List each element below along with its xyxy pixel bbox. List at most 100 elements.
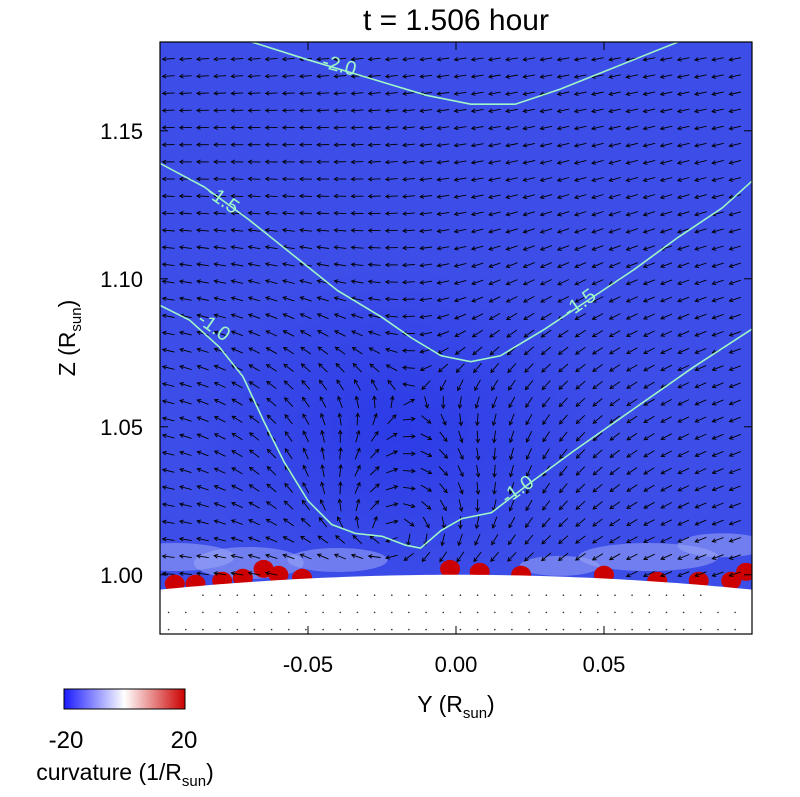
- velocity-arrow: [677, 296, 690, 302]
- surface-dot: [270, 594, 273, 596]
- velocity-arrow: [162, 263, 175, 267]
- velocity-arrow: [559, 500, 568, 510]
- velocity-arrow: [265, 178, 278, 180]
- velocity-arrow: [231, 178, 244, 180]
- velocity-arrowhead: [487, 74, 493, 79]
- velocity-arrow: [179, 195, 192, 197]
- velocity-arrowhead: [573, 160, 579, 165]
- velocity-arrow: [729, 554, 741, 560]
- velocity-arrowhead: [264, 193, 270, 199]
- velocity-arrowhead: [230, 176, 236, 182]
- velocity-arrowhead: [540, 350, 546, 356]
- velocity-arrow: [214, 502, 226, 508]
- velocity-arrowhead: [264, 125, 270, 130]
- velocity-arrow: [437, 280, 450, 284]
- velocity-arrow: [456, 363, 465, 373]
- velocity-arrowhead: [196, 313, 202, 318]
- velocity-arrowhead: [161, 485, 167, 490]
- velocity-arrow: [575, 483, 586, 493]
- velocity-arrowhead: [660, 367, 666, 372]
- velocity-arrowhead: [590, 125, 596, 131]
- velocity-arrow: [179, 92, 192, 94]
- velocity-arrow: [300, 346, 312, 355]
- velocity-arrow: [351, 330, 364, 337]
- velocity-arrow: [214, 263, 227, 267]
- velocity-arrow: [265, 296, 278, 302]
- velocity-arrow: [660, 159, 673, 164]
- velocity-arrow: [609, 313, 621, 320]
- velocity-arrow: [643, 501, 655, 509]
- velocity-arrowhead: [161, 228, 167, 233]
- velocity-arrow: [179, 263, 192, 267]
- surface-dot: [562, 628, 565, 631]
- velocity-arrow: [729, 74, 742, 78]
- surface-dot: [494, 611, 496, 614]
- velocity-arrow: [249, 432, 260, 441]
- velocity-arrow: [317, 346, 329, 355]
- velocity-arrow: [214, 314, 227, 319]
- velocity-arrowhead: [591, 556, 597, 561]
- velocity-arrow: [248, 263, 261, 267]
- velocity-arrow: [196, 75, 209, 77]
- velocity-arrow: [542, 431, 550, 442]
- velocity-arrowhead: [410, 503, 416, 509]
- velocity-arrowhead: [487, 194, 493, 200]
- velocity-arrowhead: [711, 555, 717, 560]
- velocity-arrowhead: [711, 177, 717, 182]
- surface-dot: [288, 611, 290, 614]
- velocity-arrowhead: [334, 346, 340, 351]
- velocity-arrow: [354, 379, 361, 391]
- velocity-arrow: [214, 433, 226, 440]
- velocity-arrowhead: [541, 385, 547, 391]
- velocity-arrowhead: [333, 279, 339, 284]
- velocity-arrow: [385, 92, 398, 95]
- velocity-arrowhead: [213, 56, 218, 62]
- velocity-arrow: [643, 364, 655, 372]
- velocity-arrowhead: [436, 159, 442, 165]
- velocity-arrow: [420, 57, 433, 61]
- velocity-arrowhead: [711, 229, 717, 234]
- velocity-arrow: [609, 466, 620, 475]
- velocity-arrow: [475, 516, 480, 529]
- surface-dot: [356, 594, 359, 596]
- velocity-arrowhead: [231, 484, 236, 489]
- velocity-arrow: [643, 347, 655, 354]
- velocity-arrow: [439, 551, 448, 562]
- velocity-arrow: [489, 329, 500, 338]
- velocity-arrow: [439, 499, 447, 511]
- velocity-arrowhead: [694, 555, 700, 560]
- colorbar: [63, 688, 186, 710]
- velocity-arrow: [385, 74, 398, 78]
- velocity-arrow: [421, 380, 431, 390]
- velocity-arrow: [712, 313, 724, 319]
- velocity-arrowhead: [230, 108, 236, 113]
- velocity-arrow: [557, 125, 570, 130]
- velocity-arrowhead: [660, 401, 666, 406]
- velocity-arrow: [231, 75, 244, 77]
- velocity-arrow: [471, 245, 484, 250]
- velocity-arrow: [593, 449, 603, 459]
- curvature-blob: [721, 571, 742, 590]
- velocity-arrowhead: [677, 487, 683, 492]
- velocity-arrowhead: [316, 262, 322, 267]
- velocity-arrow: [403, 383, 415, 387]
- velocity-arrowhead: [402, 159, 407, 165]
- velocity-arrowhead: [247, 108, 253, 113]
- velocity-arrow: [300, 554, 312, 560]
- velocity-arrow: [283, 518, 294, 527]
- velocity-arrowhead: [592, 453, 598, 459]
- velocity-arrow: [472, 329, 483, 338]
- surface-dot: [597, 611, 599, 614]
- velocity-arrow: [336, 379, 344, 391]
- y-tick-label: 1.10: [100, 267, 143, 292]
- velocity-arrowhead: [711, 452, 717, 457]
- velocity-arrow: [162, 109, 175, 112]
- velocity-arrowhead: [230, 296, 236, 301]
- velocity-arrowhead: [196, 433, 202, 438]
- velocity-arrow: [540, 296, 552, 303]
- surface-dot: [631, 611, 633, 614]
- velocity-arrowhead: [556, 57, 562, 62]
- velocity-arrowhead: [676, 177, 682, 182]
- velocity-arrowhead: [487, 91, 493, 96]
- surface-dot: [408, 594, 410, 596]
